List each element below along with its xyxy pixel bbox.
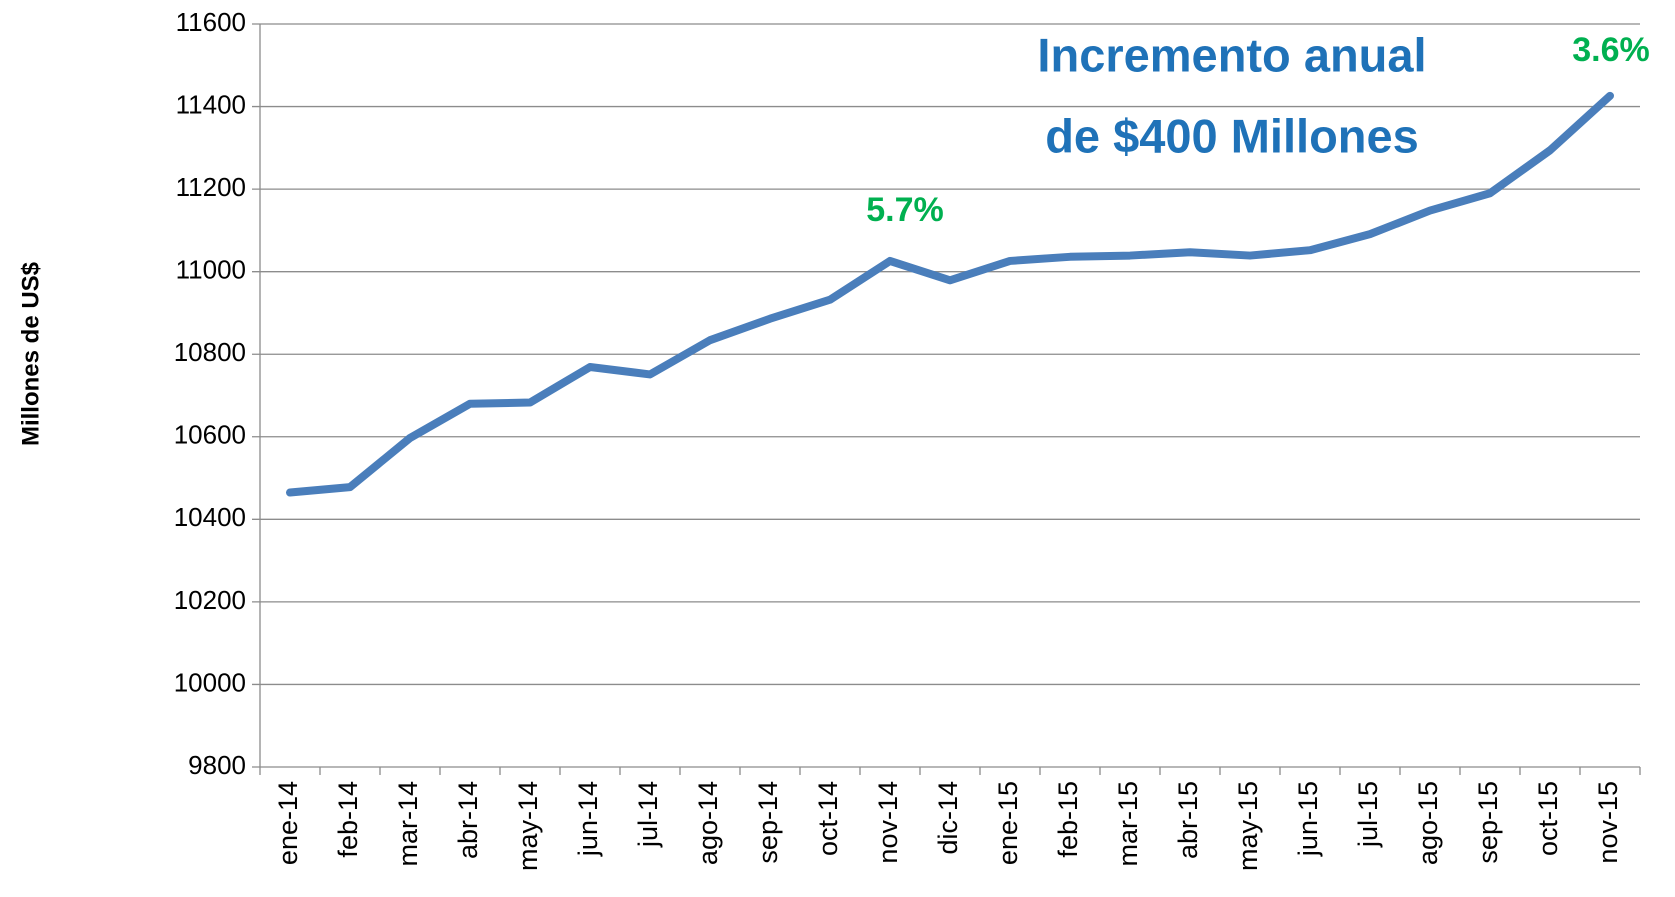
y-tick-label: 10800 [174, 337, 246, 367]
annotation: de $400 Millones [1045, 109, 1419, 162]
x-tick-label: sep-15 [1473, 781, 1503, 864]
x-tick-label: dic-14 [933, 781, 963, 855]
y-tick-label: 10000 [174, 667, 246, 697]
x-tick-label: may-14 [513, 781, 543, 871]
annotation: 3.6% [1572, 31, 1650, 69]
x-tick-label: jul-15 [1353, 781, 1383, 848]
x-tick-label: abr-15 [1173, 781, 1203, 859]
x-tick-label: sep-14 [753, 781, 783, 864]
x-tick-label: ene-14 [273, 781, 303, 865]
y-tick-label: 9800 [188, 750, 246, 780]
y-tick-label: 10600 [174, 420, 246, 450]
annotation: 5.7% [866, 191, 944, 229]
x-tick-label: abr-14 [453, 781, 483, 859]
x-tick-label: jun-15 [1293, 781, 1323, 857]
x-tick-label: ago-14 [693, 781, 723, 865]
y-tick-label: 11400 [176, 89, 246, 119]
x-tick-label: ago-15 [1413, 781, 1443, 865]
y-tick-label: 10400 [174, 502, 246, 532]
y-axis-label: Millones de US$ [17, 261, 44, 446]
y-tick-label: 10200 [174, 585, 246, 615]
x-tick-label: nov-14 [873, 781, 903, 864]
x-tick-label: feb-15 [1053, 781, 1083, 858]
x-tick-label: mar-14 [393, 781, 423, 867]
x-tick-label: mar-15 [1113, 781, 1143, 867]
annotation: Incremento anual [1037, 28, 1426, 81]
x-tick-label: nov-15 [1593, 781, 1623, 864]
x-tick-label: jun-14 [573, 781, 603, 857]
data-line [286, 91, 1614, 497]
x-tick-label: may-15 [1233, 781, 1263, 871]
x-tick-label: oct-14 [813, 781, 843, 856]
x-tick-label: jul-14 [633, 781, 663, 848]
x-tick-label: feb-14 [333, 781, 363, 858]
x-tick-label: oct-15 [1533, 781, 1563, 856]
y-tick-label: 11600 [176, 7, 246, 37]
x-tick-label: ene-15 [993, 781, 1023, 865]
y-tick-label: 11000 [176, 255, 246, 285]
y-tick-label: 11200 [176, 172, 246, 202]
